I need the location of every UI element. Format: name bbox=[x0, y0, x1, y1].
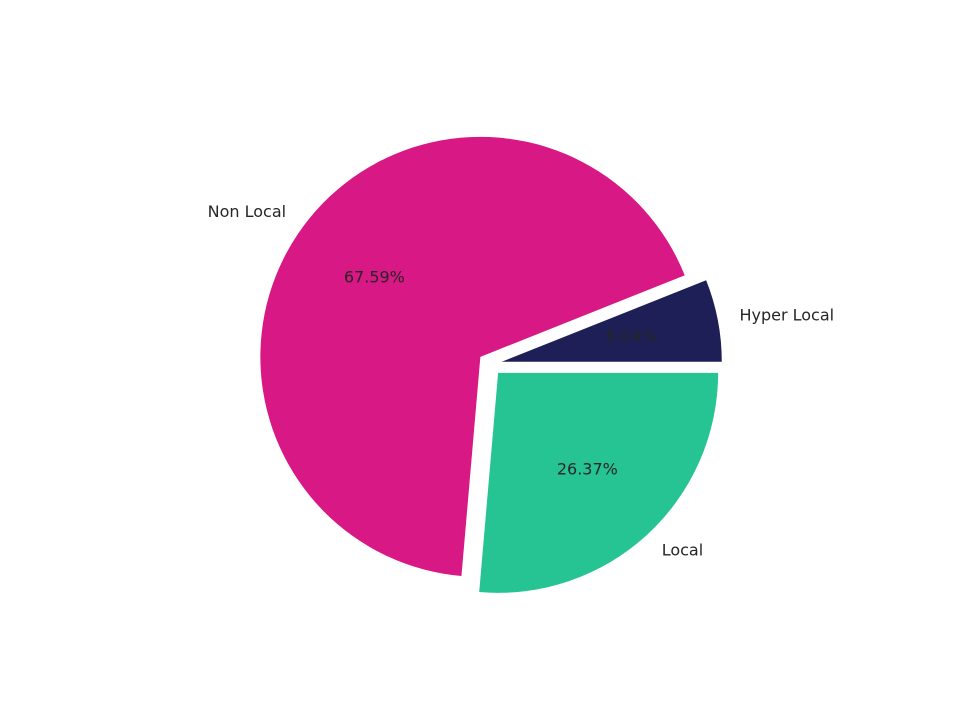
value-label: 6.04% bbox=[606, 326, 657, 345]
pie-slice bbox=[479, 372, 719, 593]
pie-slice bbox=[260, 136, 685, 577]
value-label: 26.37% bbox=[557, 460, 618, 479]
value-label: 67.59% bbox=[344, 268, 405, 287]
slice-label: Non Local bbox=[208, 202, 286, 221]
pie-slice bbox=[501, 280, 722, 362]
slice-label: Local bbox=[662, 541, 703, 560]
slice-label: Hyper Local bbox=[739, 306, 834, 325]
